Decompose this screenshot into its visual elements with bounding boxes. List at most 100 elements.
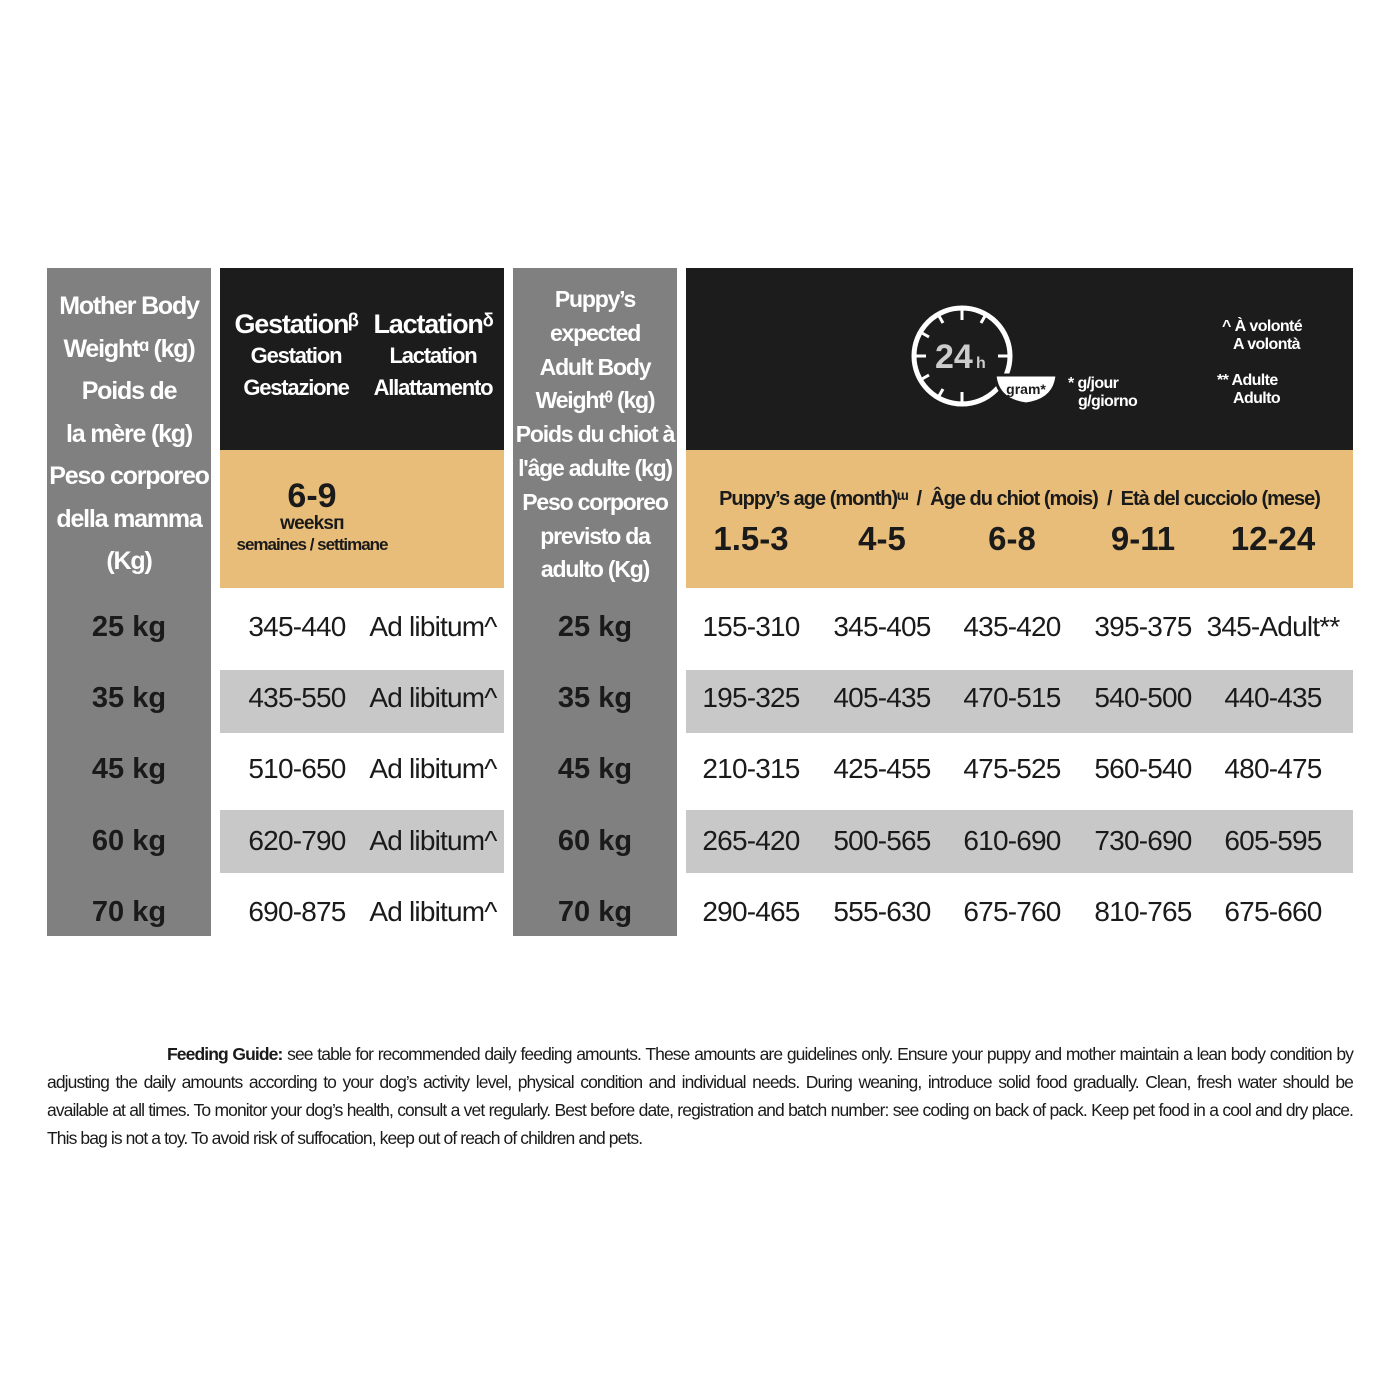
row-stripe — [220, 810, 504, 873]
puppy-weight-cell: 70 kg — [557, 895, 633, 928]
mother-weight-header: Mother Body Weightᵅ (kg) Poids de la mèr… — [47, 285, 211, 583]
puppy-weight-header: Puppy’s expected Adult Body Weightᶿ (kg)… — [513, 283, 677, 587]
mother-weight-cell: 60 kg — [91, 824, 167, 857]
amount-cell: 345-405 — [833, 611, 931, 642]
lactation-cell: Ad libitum^ — [369, 896, 497, 927]
amount-cell: 560-540 — [1094, 753, 1192, 784]
gestation-cell: 690-875 — [248, 896, 346, 927]
duration-translation: semaines / settimane — [236, 535, 388, 554]
amount-cell: 730-690 — [1094, 825, 1192, 856]
puppy-weight-cell: 35 kg — [557, 681, 633, 714]
header-line: Lactationᵟ — [373, 309, 493, 339]
amount-cell: 345-Adult** — [1206, 611, 1341, 642]
duration-unit: weeksᴨ — [280, 513, 345, 534]
feeding-guide-text: see table for recommended daily feeding … — [47, 1044, 1354, 1148]
header-line: la mère (kg) — [66, 419, 193, 448]
amount-cell: 210-315 — [702, 753, 800, 784]
amount-cell: 440-435 — [1224, 682, 1322, 713]
age-column-header: 4-5 — [858, 520, 906, 557]
amount-cell: 395-375 — [1094, 611, 1192, 642]
legend-line: A volontà — [1233, 336, 1301, 353]
amount-cell: 480-475 — [1224, 753, 1322, 784]
amount-cell: 425-455 — [833, 753, 931, 784]
mother-weight-column — [47, 268, 211, 936]
mother-weight-cell: 45 kg — [91, 752, 167, 785]
header-line: previsto da — [540, 522, 651, 549]
lactation-cell: Ad libitum^ — [369, 825, 497, 856]
amount-cell: 610-690 — [963, 825, 1061, 856]
amount-cell: 475-525 — [963, 753, 1061, 784]
duration-value: 6-9 — [287, 477, 337, 515]
amount-cell: 810-765 — [1094, 896, 1192, 927]
legend-adult: ** Adulte Adulto — [1217, 372, 1281, 408]
gestation-cell: 345-440 — [248, 611, 346, 642]
header-line: Adult Body — [539, 353, 652, 380]
lactation-cell: Ad libitum^ — [369, 682, 497, 713]
age-header: Puppy’s age (month)ᵚ / Âge du chiot (moi… — [719, 488, 1321, 510]
amount-cell: 435-420 — [963, 611, 1061, 642]
row-stripe — [220, 670, 504, 733]
puppy-weight-cell: 60 kg — [557, 824, 633, 857]
mother-weight-cell: 35 kg — [91, 681, 167, 714]
header-line: Poids du chiot à — [515, 421, 676, 448]
amount-cell: 540-500 — [1094, 682, 1192, 713]
header-line: l'âge adulte (kg) — [518, 454, 673, 481]
feeding-guide-label: Feeding Guide: — [167, 1044, 283, 1064]
24h-clock-bowl-icon: 24 h gram* — [911, 305, 1059, 407]
header-line: Allattamento — [373, 375, 494, 400]
gestation-cell: 435-550 — [248, 682, 346, 713]
lactation-cell: Ad libitum^ — [369, 753, 497, 784]
puppy-weight-cell: 45 kg — [557, 752, 633, 785]
amount-cell: 500-565 — [833, 825, 931, 856]
header-line: Puppy’s expected — [549, 286, 641, 346]
gestation-lactation-header — [220, 268, 504, 450]
clock-label: 24 — [935, 338, 973, 376]
header-line: Mother Body — [59, 292, 200, 320]
legend-ad-libitum: ^ À volonté A volontà — [1222, 318, 1303, 354]
row-stripe — [686, 670, 1353, 733]
gestation-cell: 620-790 — [248, 825, 346, 856]
header-line: Lactation — [389, 343, 478, 368]
legend-line: Adulto — [1233, 390, 1281, 407]
age-column-header: 12-24 — [1230, 520, 1316, 557]
amount-cell: 195-325 — [702, 682, 800, 713]
amount-cell: 605-595 — [1224, 825, 1322, 856]
duration-band — [220, 450, 504, 588]
age-column-header: 1.5-3 — [713, 520, 789, 557]
amount-cell: 675-660 — [1224, 896, 1322, 927]
amount-cell: 290-465 — [702, 896, 800, 927]
age-band — [686, 450, 1353, 588]
mother-weight-cell: 70 kg — [91, 895, 167, 928]
clock-unit: h — [976, 355, 986, 372]
amount-cell: 675-760 — [963, 896, 1061, 927]
amount-cell: 405-435 — [833, 682, 931, 713]
bowl-label: gram* — [1006, 381, 1046, 397]
legend-line: ^ À volonté — [1222, 318, 1303, 335]
legend-line: g/giorno — [1078, 393, 1138, 410]
age-column-header: 6-8 — [988, 520, 1036, 557]
header-line: adulto (Kg) — [540, 556, 650, 583]
age-column-header: 9-11 — [1110, 520, 1176, 557]
mother-weight-cell: 25 kg — [91, 610, 167, 643]
amount-cell: 265-420 — [702, 825, 800, 856]
feeding-guide: Feeding Guide: see table for recommended… — [47, 1040, 1354, 1152]
header-line: della mamma (Kg) — [56, 504, 202, 576]
header-line: Gestation — [250, 343, 343, 368]
legend-line: ** Adulte — [1217, 372, 1278, 389]
header-line: Weightᶿ (kg) — [535, 387, 656, 414]
amount-cell: 555-630 — [833, 896, 931, 927]
header-line: Weightᵅ (kg) — [63, 334, 195, 363]
legend-gram: * g/jour g/giorno — [1068, 375, 1138, 411]
header-line: Poids de — [81, 377, 178, 405]
header-line: Peso corporeo — [522, 488, 669, 515]
puppy-weight-column — [513, 268, 677, 936]
puppy-weight-cell: 25 kg — [557, 610, 633, 643]
gestation-cell: 510-650 — [248, 753, 346, 784]
amount-cell: 470-515 — [963, 682, 1061, 713]
row-stripe — [686, 810, 1353, 873]
duration-label: 6-9 weeksᴨ semaines / settimane — [222, 478, 402, 556]
lactation-cell: Ad libitum^ — [369, 611, 497, 642]
header-line: Peso corporeo — [49, 462, 210, 490]
gestation-header: Gestationᵝ Gestation Gestazione — [222, 308, 370, 404]
lactation-header: Lactationᵟ Lactation Allattamento — [362, 308, 504, 404]
